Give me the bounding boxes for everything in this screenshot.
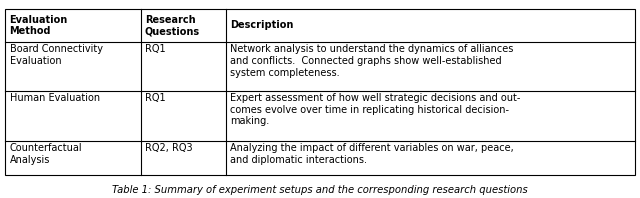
Text: Evaluation
Method: Evaluation Method <box>10 15 68 36</box>
Text: Description: Description <box>230 20 293 30</box>
Text: Board Connectivity
Evaluation: Board Connectivity Evaluation <box>10 44 102 66</box>
Text: Research
Questions: Research Questions <box>145 15 200 36</box>
Text: RQ1: RQ1 <box>145 44 166 54</box>
Text: RQ1: RQ1 <box>145 93 166 103</box>
Text: Analyzing the impact of different variables on war, peace,
and diplomatic intera: Analyzing the impact of different variab… <box>230 143 514 165</box>
Text: Network analysis to understand the dynamics of alliances
and conflicts.  Connect: Network analysis to understand the dynam… <box>230 44 513 78</box>
Bar <box>5 9 635 175</box>
Text: Expert assessment of how well strategic decisions and out-
comes evolve over tim: Expert assessment of how well strategic … <box>230 93 520 126</box>
Text: Human Evaluation: Human Evaluation <box>10 93 100 103</box>
Text: Table 1: Summary of experiment setups and the corresponding research questions: Table 1: Summary of experiment setups an… <box>112 185 528 195</box>
Text: RQ2, RQ3: RQ2, RQ3 <box>145 143 193 153</box>
Text: Counterfactual
Analysis: Counterfactual Analysis <box>10 143 82 165</box>
